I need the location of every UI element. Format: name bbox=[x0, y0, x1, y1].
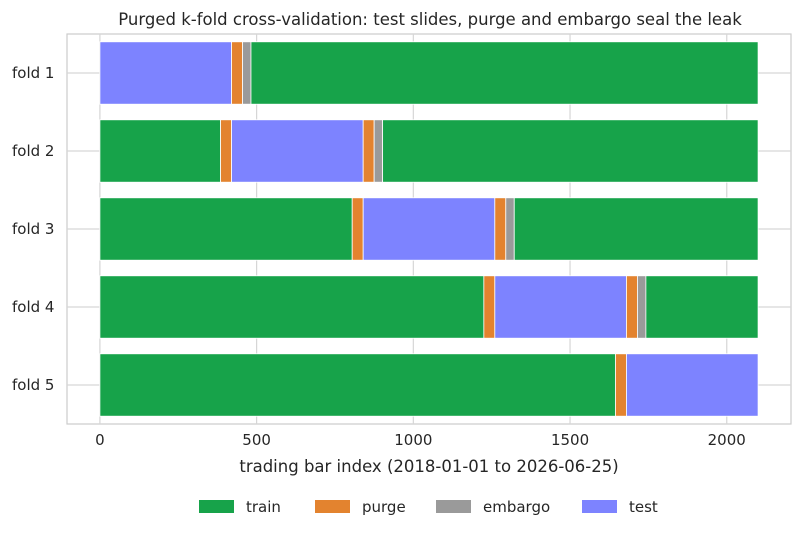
x-tick-label: 0 bbox=[95, 431, 105, 449]
bar-segment-test bbox=[494, 275, 627, 339]
legend: train purge embargo test bbox=[199, 498, 658, 516]
bar-segment-train bbox=[99, 275, 485, 339]
bar-segment-train bbox=[513, 197, 759, 261]
bar-segment-purge bbox=[362, 119, 375, 183]
bar-segment-embargo bbox=[373, 119, 384, 183]
bars bbox=[99, 41, 759, 417]
bar-segment-purge bbox=[494, 197, 507, 261]
bar-segment-embargo bbox=[505, 197, 515, 261]
y-tick-label: fold 5 bbox=[12, 376, 54, 394]
y-tick-labels: fold 1 fold 2 fold 3 fold 4 fold 5 bbox=[12, 64, 54, 394]
x-tick-labels: 0 500 1000 1500 2000 bbox=[95, 431, 746, 449]
bar-segment-test bbox=[362, 197, 496, 261]
bar-segment-purge bbox=[483, 275, 496, 339]
bar-segment-train bbox=[99, 119, 221, 183]
y-tick-label: fold 1 bbox=[12, 64, 54, 82]
bar-segment-purge bbox=[220, 119, 232, 183]
bar-segment-purge bbox=[351, 197, 364, 261]
bar-segment-embargo bbox=[242, 41, 252, 105]
bar-segment-train bbox=[99, 197, 353, 261]
y-tick-label: fold 2 bbox=[12, 142, 54, 160]
bar-segment-purge bbox=[615, 353, 627, 417]
x-tick-label: 500 bbox=[242, 431, 271, 449]
bar-segment-train bbox=[645, 275, 759, 339]
x-tick-label: 2000 bbox=[708, 431, 746, 449]
legend-swatch-test bbox=[582, 500, 617, 513]
legend-swatch-purge bbox=[315, 500, 350, 513]
bar-segment-test bbox=[231, 119, 364, 183]
x-axis-label: trading bar index (2018-01-01 to 2026-06… bbox=[239, 457, 618, 476]
x-tick-label: 1500 bbox=[551, 431, 589, 449]
y-tick-label: fold 3 bbox=[12, 220, 54, 238]
legend-swatch-train bbox=[199, 500, 234, 513]
legend-label-embargo: embargo bbox=[483, 498, 550, 516]
bar-segment-train bbox=[250, 41, 759, 105]
bar-segment-train bbox=[382, 119, 759, 183]
legend-label-train: train bbox=[246, 498, 281, 516]
bar-segment-purge bbox=[231, 41, 243, 105]
chart-title: Purged k-fold cross-validation: test sli… bbox=[118, 10, 742, 29]
x-tick-label: 1000 bbox=[394, 431, 432, 449]
bar-segment-test bbox=[626, 353, 759, 417]
bar-segment-test bbox=[99, 41, 232, 105]
legend-label-test: test bbox=[629, 498, 658, 516]
bar-segment-train bbox=[99, 353, 616, 417]
legend-label-purge: purge bbox=[362, 498, 406, 516]
bar-segment-embargo bbox=[637, 275, 647, 339]
y-tick-label: fold 4 bbox=[12, 298, 54, 316]
bar-segment-purge bbox=[626, 275, 638, 339]
legend-swatch-embargo bbox=[436, 500, 471, 513]
